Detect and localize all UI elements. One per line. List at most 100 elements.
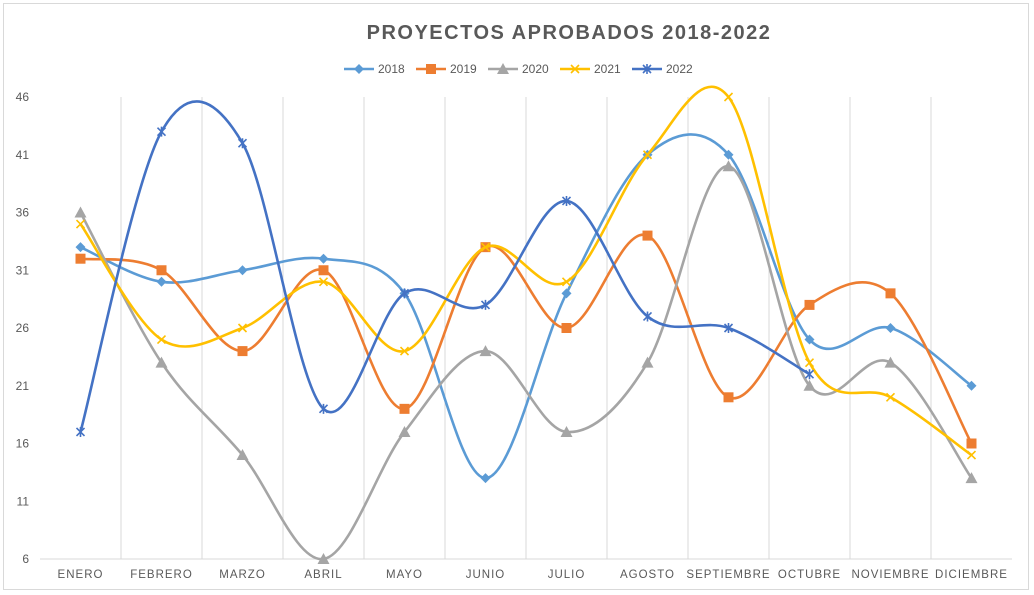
y-tick-label: 36 xyxy=(16,206,30,220)
data-point-2018 xyxy=(966,380,977,391)
y-tick-label: 41 xyxy=(16,148,30,162)
data-point-2021 xyxy=(318,277,329,287)
data-point-2022 xyxy=(561,195,572,206)
data-point-2022 xyxy=(237,138,248,149)
y-tick-label: 46 xyxy=(16,90,30,104)
data-point-2021 xyxy=(75,219,86,229)
data-point-2018 xyxy=(318,253,329,264)
data-point-2020 xyxy=(398,425,411,437)
legend-label: 2022 xyxy=(666,62,693,76)
data-point-2020 xyxy=(479,345,492,357)
x-tick-label: FEBRERO xyxy=(130,569,193,581)
x-tick-label: JUNIO xyxy=(466,569,506,581)
data-point-2021 xyxy=(480,242,491,252)
x-tick-label: DICIEMBRE xyxy=(935,569,1008,581)
gridlines xyxy=(40,97,1012,560)
chart-frame xyxy=(3,3,1029,590)
legend-item-2019: 2019 xyxy=(416,62,477,76)
data-point-2022 xyxy=(156,126,167,137)
data-point-2020 xyxy=(803,379,816,391)
legend-label: 2021 xyxy=(594,62,621,76)
data-point-2018 xyxy=(885,323,896,333)
data-point-2018 xyxy=(804,334,815,345)
data-point-2022 xyxy=(480,299,491,310)
y-tick-label: 16 xyxy=(16,437,30,451)
legend-item-2018: 2018 xyxy=(344,62,405,76)
data-point-2019 xyxy=(399,403,410,414)
data-point-2019 xyxy=(318,265,329,276)
y-tick-label: 31 xyxy=(16,263,30,277)
data-point-2018 xyxy=(237,265,248,276)
data-point-2022 xyxy=(723,323,734,333)
data-point-2018 xyxy=(156,276,167,287)
data-point-2020 xyxy=(560,425,573,437)
legend-marker xyxy=(570,64,580,74)
data-point-2020 xyxy=(884,356,897,368)
data-point-2020 xyxy=(74,206,87,218)
data-point-2021 xyxy=(966,450,977,460)
x-tick-label: AGOSTO xyxy=(620,569,675,581)
data-point-2020 xyxy=(965,472,978,484)
data-point-2022 xyxy=(75,426,86,437)
data-point-2022 xyxy=(642,311,653,322)
data-point-2021 xyxy=(399,346,410,356)
data-point-2018 xyxy=(561,288,572,299)
data-point-2020 xyxy=(317,553,330,564)
data-point-2021 xyxy=(804,358,815,368)
legend-item-2020: 2020 xyxy=(488,62,549,76)
data-point-2019 xyxy=(642,230,653,241)
x-tick-label: ENERO xyxy=(58,569,104,581)
legend-item-2022: 2022 xyxy=(632,62,693,76)
x-axis: ENERO FEBRERO MARZO ABRIL MAYO JUNIO JULIO AGOS… xyxy=(58,569,1008,581)
series-2018 xyxy=(75,133,977,484)
y-tick-label: 21 xyxy=(16,379,30,393)
y-tick-label: 6 xyxy=(22,552,29,566)
x-tick-label: ABRIL xyxy=(304,569,342,581)
legend-marker xyxy=(497,63,509,74)
data-point-2020 xyxy=(641,356,654,368)
x-tick-label: NOVIEMBRE xyxy=(851,569,929,581)
data-point-2021 xyxy=(237,323,248,333)
data-point-2020 xyxy=(236,449,249,461)
data-point-2021 xyxy=(723,92,734,102)
series-2020 xyxy=(74,160,978,564)
data-point-2019 xyxy=(75,253,86,264)
data-point-2021 xyxy=(885,392,896,402)
legend-item-2021: 2021 xyxy=(560,62,621,76)
y-tick-label: 11 xyxy=(17,494,30,508)
data-point-2022 xyxy=(804,369,815,380)
series-2021 xyxy=(75,85,977,460)
y-axis: 6 11 16 21 26 31 36 41 46 xyxy=(16,90,30,566)
data-point-2018 xyxy=(480,473,491,484)
series-group xyxy=(74,85,978,564)
data-point-2018 xyxy=(723,149,734,160)
x-tick-label: JULIO xyxy=(548,569,586,581)
x-tick-label: MARZO xyxy=(219,569,266,581)
chart-title: PROYECTOS APROBADOS 2018-2022 xyxy=(367,22,772,44)
data-point-2019 xyxy=(156,265,167,276)
data-point-2019 xyxy=(966,438,977,449)
y-tick-label: 26 xyxy=(16,321,30,335)
data-point-2021 xyxy=(156,334,167,345)
data-point-2022 xyxy=(318,403,329,414)
legend-label: 2020 xyxy=(522,62,549,76)
data-point-2019 xyxy=(723,392,734,403)
data-point-2020 xyxy=(155,356,168,368)
data-point-2019 xyxy=(885,288,896,299)
series-2022 xyxy=(75,100,815,437)
data-point-2019 xyxy=(237,346,248,357)
data-point-2020 xyxy=(722,160,735,172)
legend-label: 2018 xyxy=(378,62,405,76)
legend-marker xyxy=(354,64,364,74)
series-line-2020 xyxy=(79,165,973,561)
x-tick-label: OCTUBRE xyxy=(778,569,841,581)
data-point-2019 xyxy=(804,299,815,310)
legend-label: 2019 xyxy=(450,62,477,76)
data-point-2019 xyxy=(561,323,572,333)
legend: 2018 2019 2020 2021 2022 xyxy=(344,62,693,76)
data-point-2018 xyxy=(75,242,86,253)
data-point-2021 xyxy=(642,150,653,160)
x-tick-label: MAYO xyxy=(386,569,423,581)
data-point-2022 xyxy=(399,288,410,299)
